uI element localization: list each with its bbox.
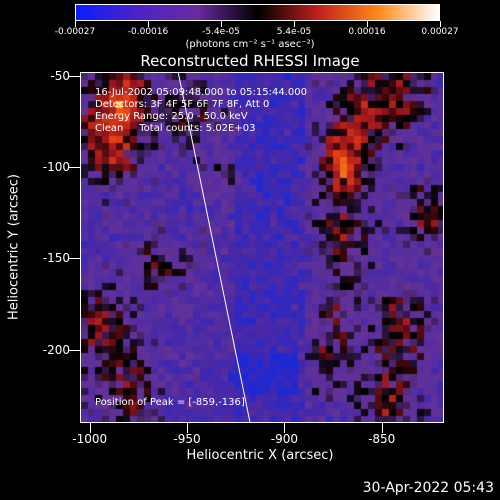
colorbar-tick-label: -5.4e-05: [202, 27, 240, 37]
limb-line: [177, 73, 251, 422]
x-tick: [187, 423, 189, 433]
colorbar-tick: [147, 21, 149, 27]
info-detectors: Detectors: 3F 4F 5F 6F 7F 8F, Att 0: [95, 99, 270, 110]
y-tick: [68, 349, 80, 351]
y-tick: [68, 258, 80, 260]
colorbar-tick: [366, 21, 368, 27]
colorbar: [75, 4, 440, 21]
plot-title: Reconstructed RHESSI Image: [140, 52, 360, 70]
y-tick-label: -150: [42, 251, 70, 266]
y-tick: [68, 75, 80, 77]
colorbar-tick-label: -0.00016: [127, 27, 169, 37]
colorbar-units: (photons cm⁻² s⁻¹ asec⁻²): [185, 39, 315, 50]
colorbar-tick: [439, 21, 441, 27]
colorbar-tick-label: 0.00016: [348, 27, 386, 37]
x-tick: [89, 423, 91, 433]
colorbar-tick: [293, 21, 295, 27]
x-tick-label: -850: [368, 432, 396, 446]
x-tick-label: -900: [270, 432, 298, 446]
x-axis-title: Heliocentric X (arcsec): [186, 448, 334, 463]
y-tick: [68, 167, 80, 169]
colorbar-tick-label: 0.00027: [421, 27, 459, 37]
colorbar-tick-label: 5.4e-05: [276, 27, 312, 37]
x-tick: [381, 423, 383, 433]
colorbar-tick: [220, 21, 222, 27]
y-tick-label: -200: [42, 342, 70, 357]
y-tick-label: -50: [50, 68, 70, 83]
info-energy: Energy Range: 25.0 - 50.0 keV: [95, 111, 248, 122]
info-clean: Clean Total counts: 5.02E+03: [95, 123, 256, 134]
x-tick: [284, 423, 286, 433]
timestamp: 30-Apr-2022 05:43: [362, 480, 494, 496]
heatmap-plot: 16-Jul-2002 05:09:48.000 to 05:15:44.000…: [80, 72, 444, 423]
info-time: 16-Jul-2002 05:09:48.000 to 05:15:44.000: [95, 87, 307, 98]
colorbar-tick: [74, 21, 76, 27]
peak-position: Position of Peak = [-859,-136]: [95, 397, 245, 408]
x-tick-label: -1000: [72, 432, 108, 446]
heatmap-image: [81, 73, 443, 422]
y-tick-label: -100: [42, 160, 70, 175]
colorbar-tick-label: -0.00027: [54, 27, 96, 37]
x-tick-label: -950: [173, 432, 201, 446]
y-axis-title: Heliocentric Y (arcsec): [6, 174, 22, 320]
